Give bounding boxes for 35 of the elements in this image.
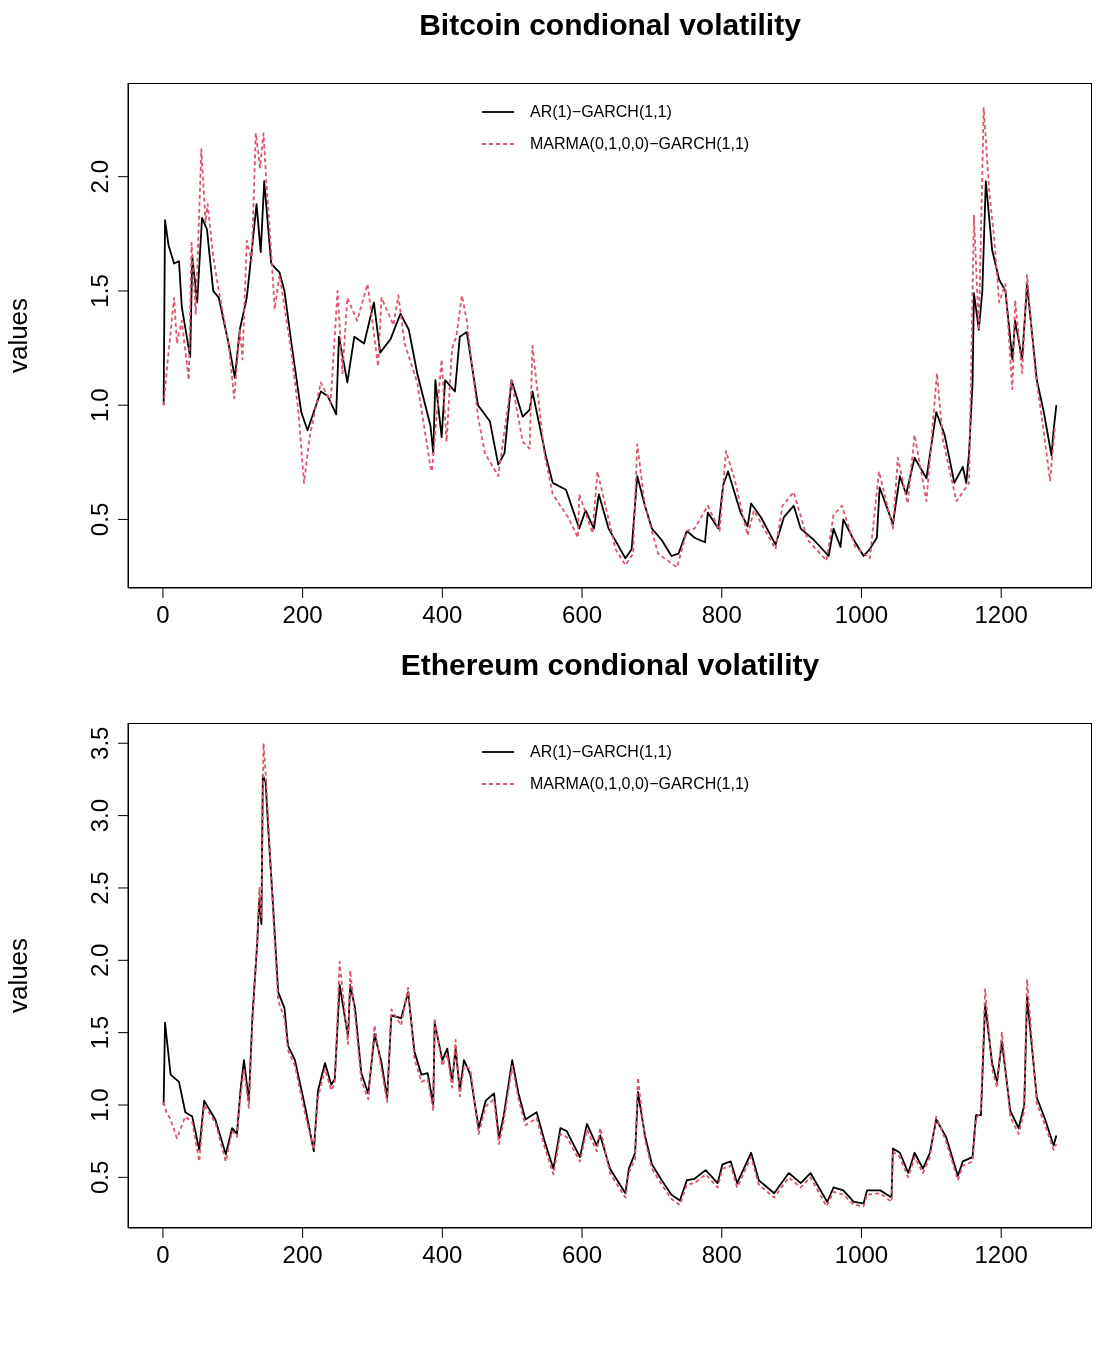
x-tick-label: 600	[562, 601, 603, 629]
x-tick-label: 1200	[974, 601, 1028, 629]
y-tick-label: 3.0	[86, 798, 113, 833]
x-tick-label: 800	[701, 1241, 742, 1269]
x-tick-label: 400	[422, 601, 463, 629]
y-tick-label: 0.5	[86, 502, 113, 537]
y-tick-label: 0.5	[86, 1160, 113, 1195]
y-tick-label: 2.5	[86, 871, 113, 905]
y-tick-label: 1.5	[86, 1015, 113, 1050]
y-axis-title: values	[3, 937, 34, 1014]
x-tick-label: 600	[562, 1241, 603, 1269]
y-tick-label: 2.0	[86, 943, 113, 977]
x-tick-label: 800	[701, 601, 742, 629]
x-tick-label: 1200	[974, 1241, 1028, 1269]
chart-title: Bitcoin condional volatility	[418, 8, 802, 42]
legend-label: MARMA(0,1,0,0)−GARCH(1,1)	[530, 775, 750, 793]
x-tick-label: 1000	[834, 1241, 889, 1269]
x-tick-label: 0	[156, 1241, 170, 1269]
x-tick-label: 1000	[834, 601, 889, 629]
y-tick-label: 1.0	[86, 388, 113, 422]
legend-label: AR(1)−GARCH(1,1)	[530, 743, 672, 761]
line-series	[162, 107, 1056, 569]
line-series	[162, 180, 1058, 560]
y-tick-label: 1.0	[86, 1088, 113, 1122]
y-tick-label: 2.0	[86, 160, 113, 194]
y-tick-label: 1.5	[86, 274, 113, 308]
x-tick-label: 0	[156, 601, 170, 629]
x-tick-label: 400	[422, 1241, 463, 1269]
y-axis-title: values	[3, 297, 34, 374]
x-tick-label: 200	[282, 601, 323, 629]
legend-label: MARMA(0,1,0,0)−GARCH(1,1)	[530, 135, 750, 153]
y-tick-label: 3.5	[86, 726, 113, 760]
legend-label: AR(1)−GARCH(1,1)	[530, 103, 672, 121]
chart-title: Ethereum condional volatility	[399, 648, 821, 682]
x-tick-label: 200	[282, 1241, 323, 1269]
